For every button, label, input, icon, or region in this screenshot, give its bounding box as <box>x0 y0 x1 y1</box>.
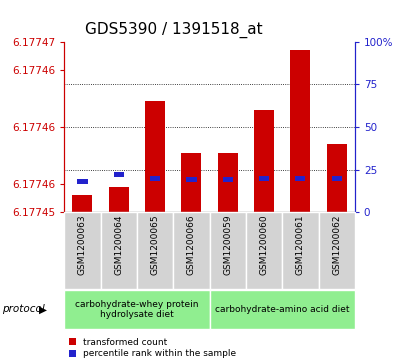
Bar <box>150 176 160 181</box>
Bar <box>223 178 233 183</box>
Bar <box>173 212 210 289</box>
Text: GSM1200061: GSM1200061 <box>296 215 305 275</box>
Text: carbohydrate-amino acid diet: carbohydrate-amino acid diet <box>215 305 349 314</box>
Bar <box>259 176 269 181</box>
Text: ▶: ▶ <box>39 305 47 314</box>
Text: carbohydrate-whey protein
hydrolysate diet: carbohydrate-whey protein hydrolysate di… <box>75 300 199 319</box>
Text: GSM1200063: GSM1200063 <box>78 215 87 275</box>
Text: GSM1200064: GSM1200064 <box>114 215 123 275</box>
Bar <box>254 110 274 212</box>
Text: GSM1200062: GSM1200062 <box>332 215 341 275</box>
Bar <box>181 152 201 212</box>
Bar <box>210 212 246 289</box>
Bar <box>327 144 347 212</box>
Bar <box>109 187 129 212</box>
Bar <box>186 178 197 183</box>
Bar <box>145 101 165 212</box>
Bar <box>332 176 342 181</box>
Text: GDS5390 / 1391518_at: GDS5390 / 1391518_at <box>85 22 263 38</box>
Bar <box>282 212 319 289</box>
Text: GSM1200066: GSM1200066 <box>187 215 196 275</box>
Bar <box>290 50 310 212</box>
Bar <box>319 212 355 289</box>
Bar <box>73 195 93 212</box>
Bar <box>210 290 355 329</box>
Text: GSM1200059: GSM1200059 <box>223 215 232 275</box>
Text: GSM1200065: GSM1200065 <box>151 215 160 275</box>
Bar <box>295 176 305 181</box>
Bar <box>137 212 173 289</box>
Text: GSM1200060: GSM1200060 <box>259 215 269 275</box>
Text: protocol: protocol <box>2 305 45 314</box>
Bar <box>101 212 137 289</box>
Bar <box>77 179 88 184</box>
Bar <box>218 152 238 212</box>
Bar <box>114 172 124 178</box>
Legend: transformed count, percentile rank within the sample: transformed count, percentile rank withi… <box>69 338 237 359</box>
Bar <box>64 212 101 289</box>
Bar <box>246 212 282 289</box>
Bar <box>64 290 210 329</box>
